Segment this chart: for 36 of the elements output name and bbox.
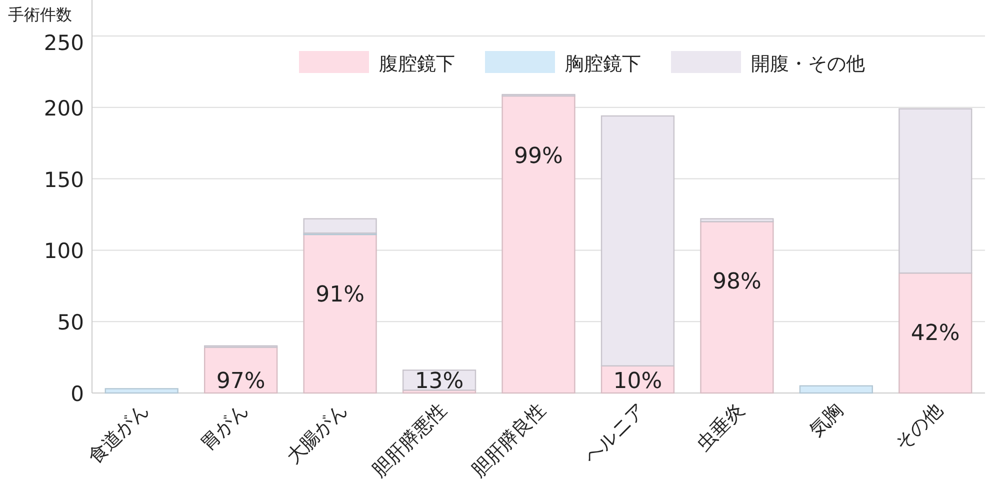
x-tick-label: 大腸がん <box>282 398 352 468</box>
y-tick-label: 50 <box>57 310 84 335</box>
bar <box>799 385 873 394</box>
bar <box>502 95 576 394</box>
bar <box>303 218 377 234</box>
bar <box>700 218 774 222</box>
bar <box>898 272 972 394</box>
bar <box>898 108 972 274</box>
annotation: 97% <box>216 369 266 394</box>
y-tick-label: 100 <box>44 239 84 264</box>
x-tick-label: 虫垂炎 <box>692 398 748 455</box>
x-tick-label: 胃がん <box>196 398 252 455</box>
annotation: 98% <box>712 270 762 295</box>
y-tick-label: 200 <box>44 96 84 120</box>
x-tick-label: ヘルニア <box>580 398 650 468</box>
y-axis-title: 手術件数 <box>8 5 72 24</box>
legend-label: 胸腔鏡下 <box>565 53 641 75</box>
x-tick-label: その他 <box>891 398 947 455</box>
annotation: 42% <box>910 321 960 346</box>
bar <box>600 115 675 366</box>
annotation: 99% <box>514 144 563 169</box>
y-tick-label: 0 <box>70 382 84 406</box>
annotation: 91% <box>316 282 365 308</box>
x-tick-label: 食道がん <box>84 398 154 468</box>
legend-label: 腹腔鏡下 <box>379 53 455 75</box>
y-tick-label: 150 <box>44 168 84 192</box>
legend-label: 開腹・その他 <box>751 53 865 75</box>
bar <box>700 221 774 394</box>
x-tick-label: 気胸 <box>805 398 848 442</box>
y-tick-label: 250 <box>44 31 84 55</box>
annotation: 10% <box>613 369 662 394</box>
x-tick-label: 胆肝膵悪性 <box>368 398 451 482</box>
bar <box>303 234 377 394</box>
annotation: 13% <box>414 369 464 394</box>
x-tick-label: 胆肝膵良性 <box>467 398 550 482</box>
bar <box>104 388 178 394</box>
